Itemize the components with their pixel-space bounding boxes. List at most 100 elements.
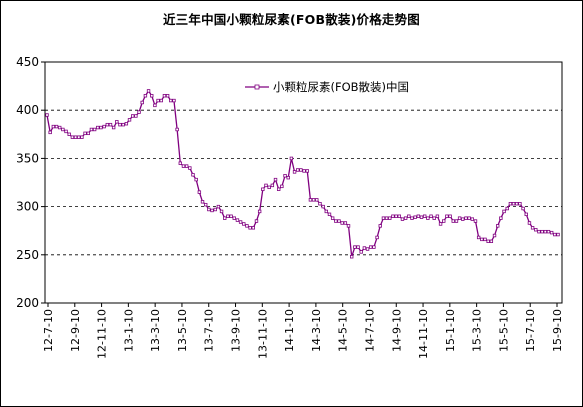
x-tick-label: 13-1-10 [122, 309, 135, 352]
data-point [366, 248, 369, 251]
data-point [484, 238, 487, 241]
data-point [220, 210, 223, 213]
data-point [541, 230, 544, 233]
data-point [46, 114, 49, 117]
data-point [290, 157, 293, 160]
data-point [55, 125, 58, 128]
data-point [515, 202, 518, 205]
y-tick-label: 400 [16, 103, 39, 117]
data-point [252, 227, 255, 230]
data-point [417, 215, 420, 218]
data-point [436, 215, 439, 218]
data-point [93, 128, 96, 131]
data-point [214, 208, 217, 211]
data-point [163, 94, 166, 97]
data-point [376, 236, 379, 239]
data-point [446, 215, 449, 218]
data-point [303, 170, 306, 173]
data-point [128, 119, 131, 122]
data-point [427, 217, 430, 220]
x-tick-label: 12-9-10 [69, 309, 82, 352]
x-tick-label: 13-9-10 [230, 309, 243, 352]
x-tick-label: 15-9-10 [551, 309, 564, 352]
data-point [404, 217, 407, 220]
data-point [122, 123, 125, 126]
data-point [138, 111, 141, 114]
data-point [392, 215, 395, 218]
data-point [490, 240, 493, 243]
data-point [185, 165, 188, 168]
data-point [300, 169, 303, 172]
data-point [100, 126, 103, 129]
data-point [538, 230, 541, 233]
data-point [236, 219, 239, 222]
data-point [268, 186, 271, 189]
data-point [166, 94, 169, 97]
data-point [277, 188, 280, 191]
data-point [227, 215, 230, 218]
y-tick-label: 300 [16, 200, 39, 214]
data-point [512, 202, 515, 205]
data-point [223, 217, 226, 220]
data-point [506, 207, 509, 210]
data-point [496, 225, 499, 228]
data-point [531, 227, 534, 230]
data-point [274, 178, 277, 181]
data-point [481, 238, 484, 241]
data-point [468, 217, 471, 220]
data-point [487, 240, 490, 243]
data-point [547, 230, 550, 233]
data-point [357, 246, 360, 249]
data-point [382, 217, 385, 220]
data-point [169, 99, 172, 102]
x-tick-label: 15-1-10 [444, 309, 457, 352]
data-point [411, 217, 414, 220]
data-point [455, 220, 458, 223]
plot-area [45, 62, 562, 303]
data-point [131, 115, 134, 118]
data-point [293, 171, 296, 174]
data-point [68, 133, 71, 136]
data-point [258, 210, 261, 213]
data-point [306, 170, 309, 173]
data-point [239, 221, 242, 224]
data-point [477, 236, 480, 239]
data-point [360, 251, 363, 254]
data-point [439, 223, 442, 226]
data-point [192, 173, 195, 176]
data-point [315, 199, 318, 202]
data-point [150, 94, 153, 97]
data-point [500, 217, 503, 220]
data-point [395, 215, 398, 218]
data-point [385, 217, 388, 220]
data-point [204, 203, 207, 206]
x-tick-label: 14-3-10 [310, 309, 323, 352]
data-point [58, 126, 61, 129]
data-point [103, 125, 106, 128]
data-point [49, 131, 52, 134]
data-point [344, 222, 347, 225]
data-point [322, 205, 325, 208]
data-point [208, 208, 211, 211]
data-point [461, 218, 464, 221]
data-point [125, 122, 128, 125]
data-point [328, 213, 331, 216]
data-point [144, 94, 147, 97]
x-tick-label: 13-7-10 [203, 309, 216, 352]
data-point [109, 123, 112, 126]
data-point [347, 225, 350, 228]
y-tick-label: 200 [16, 296, 39, 310]
data-point [106, 123, 109, 126]
data-point [189, 167, 192, 170]
data-point [509, 202, 512, 205]
data-point [534, 228, 537, 231]
y-tick-label: 350 [16, 151, 39, 165]
x-tick-label: 13-11-10 [256, 309, 269, 359]
x-tick-label: 14-9-10 [390, 309, 403, 352]
data-point [519, 202, 522, 205]
data-point [281, 185, 284, 188]
legend-marker [255, 85, 259, 89]
data-point [331, 217, 334, 220]
x-tick-label: 12-7-10 [42, 309, 55, 352]
